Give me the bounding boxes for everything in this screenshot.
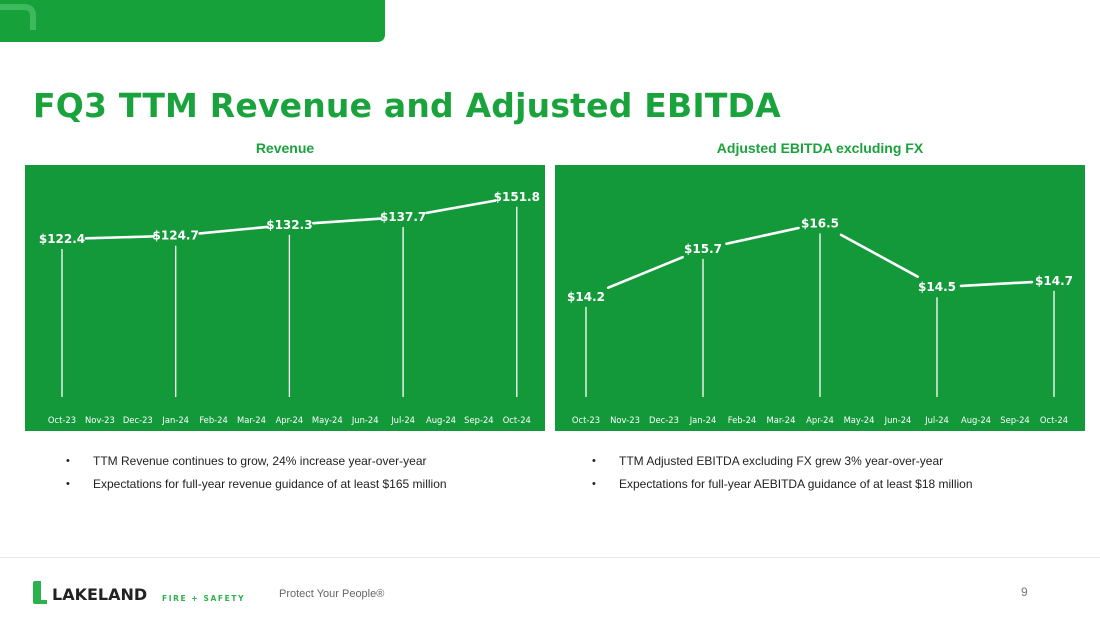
x-tick-label: Jan-24 bbox=[161, 415, 189, 425]
x-tick-label: Apr-24 bbox=[806, 415, 834, 425]
ebitda-chart-svg: $14.2 $15.7 $16.5 $14.5 $14.7 Oct-23 Nov-23 Dec… bbox=[567, 216, 1073, 425]
logo-subtext: FIRE + SAFETY bbox=[162, 594, 245, 603]
x-tick-label: May-24 bbox=[844, 415, 875, 425]
data-label: $15.7 bbox=[684, 242, 722, 256]
data-label: $14.2 bbox=[567, 290, 605, 304]
tagline: Protect Your People® bbox=[279, 588, 385, 600]
x-tick-label: Sep-24 bbox=[464, 415, 493, 425]
x-tick-label: Aug-24 bbox=[426, 415, 456, 425]
lakeland-logo: LAKELAND FIRE + SAFETY bbox=[33, 581, 245, 604]
x-tick-label: Feb-24 bbox=[728, 415, 757, 425]
x-tick-label: Feb-24 bbox=[199, 415, 228, 425]
logo-wordmark: LAKELAND bbox=[52, 585, 147, 604]
footer-divider bbox=[0, 557, 1100, 558]
ebitda-bullet: Expectations for full-year AEBITDA guida… bbox=[590, 475, 973, 498]
series-line-segment bbox=[198, 225, 269, 235]
data-label: $137.7 bbox=[380, 210, 426, 224]
x-tick-label: Dec-23 bbox=[649, 415, 679, 425]
series-line-segment bbox=[312, 217, 383, 225]
series-line-segment bbox=[606, 255, 684, 290]
revenue-bullets: TTM Revenue continues to grow, 24% incre… bbox=[64, 452, 447, 498]
series-line-segment bbox=[425, 199, 497, 215]
x-tick-label: Mar-24 bbox=[767, 415, 796, 425]
series-line-segment bbox=[725, 226, 800, 246]
x-tick-label: Jul-24 bbox=[924, 415, 949, 425]
ebitda-bullets: TTM Adjusted EBITDA excluding FX grew 3%… bbox=[590, 452, 973, 498]
data-label: $132.3 bbox=[266, 218, 312, 232]
data-label: $122.4 bbox=[39, 232, 85, 246]
corner-leaf-icon bbox=[0, 4, 36, 30]
ebitda-chart: $14.2 $15.7 $16.5 $14.5 $14.7 Oct-23 Nov-23 Dec… bbox=[555, 165, 1085, 431]
page-number: 9 bbox=[1021, 585, 1028, 599]
ebitda-bullet: TTM Adjusted EBITDA excluding FX grew 3%… bbox=[590, 452, 973, 475]
revenue-chart: $122.4 $124.7 $132.3 $137.7 $151.8 Oct-23 Nov-… bbox=[25, 165, 545, 431]
data-label: $124.7 bbox=[153, 229, 199, 243]
x-tick-label: Nov-23 bbox=[610, 415, 640, 425]
revenue-bullet: Expectations for full-year revenue guida… bbox=[64, 475, 447, 498]
x-tick-label: Jun-24 bbox=[884, 415, 912, 425]
x-tick-label: Dec-23 bbox=[123, 415, 153, 425]
top-accent-bar bbox=[0, 0, 385, 42]
x-tick-label: Apr-24 bbox=[276, 415, 304, 425]
x-tick-label: Mar-24 bbox=[237, 415, 266, 425]
series-line-segment bbox=[84, 235, 156, 240]
x-tick-label: Sep-24 bbox=[1000, 415, 1029, 425]
revenue-chart-svg: $122.4 $124.7 $132.3 $137.7 $151.8 Oct-23 Nov-… bbox=[39, 190, 540, 425]
x-tick-label: Oct-24 bbox=[503, 415, 531, 425]
series-line-segment bbox=[959, 280, 1034, 288]
data-label: $16.5 bbox=[801, 216, 839, 230]
x-tick-label: Jul-24 bbox=[390, 415, 415, 425]
x-tick-label: Oct-24 bbox=[1040, 415, 1068, 425]
revenue-chart-title: Revenue bbox=[255, 140, 315, 156]
x-tick-label: Jun-24 bbox=[351, 415, 379, 425]
x-tick-label: Oct-23 bbox=[48, 415, 76, 425]
data-label: $14.7 bbox=[1035, 274, 1073, 288]
ebitda-chart-title: Adjusted EBITDA excluding FX bbox=[716, 140, 924, 156]
slide-title: FQ3 TTM Revenue and Adjusted EBITDA bbox=[33, 86, 781, 125]
x-tick-label: Nov-23 bbox=[85, 415, 115, 425]
x-tick-label: Jan-24 bbox=[689, 415, 717, 425]
lakeland-leaf-icon bbox=[33, 581, 47, 604]
data-label: $151.8 bbox=[494, 190, 540, 204]
x-tick-label: May-24 bbox=[312, 415, 343, 425]
series-line-segment bbox=[839, 233, 919, 278]
x-tick-label: Oct-23 bbox=[572, 415, 600, 425]
revenue-bullet: TTM Revenue continues to grow, 24% incre… bbox=[64, 452, 447, 475]
data-label: $14.5 bbox=[918, 280, 956, 294]
x-tick-label: Aug-24 bbox=[961, 415, 991, 425]
